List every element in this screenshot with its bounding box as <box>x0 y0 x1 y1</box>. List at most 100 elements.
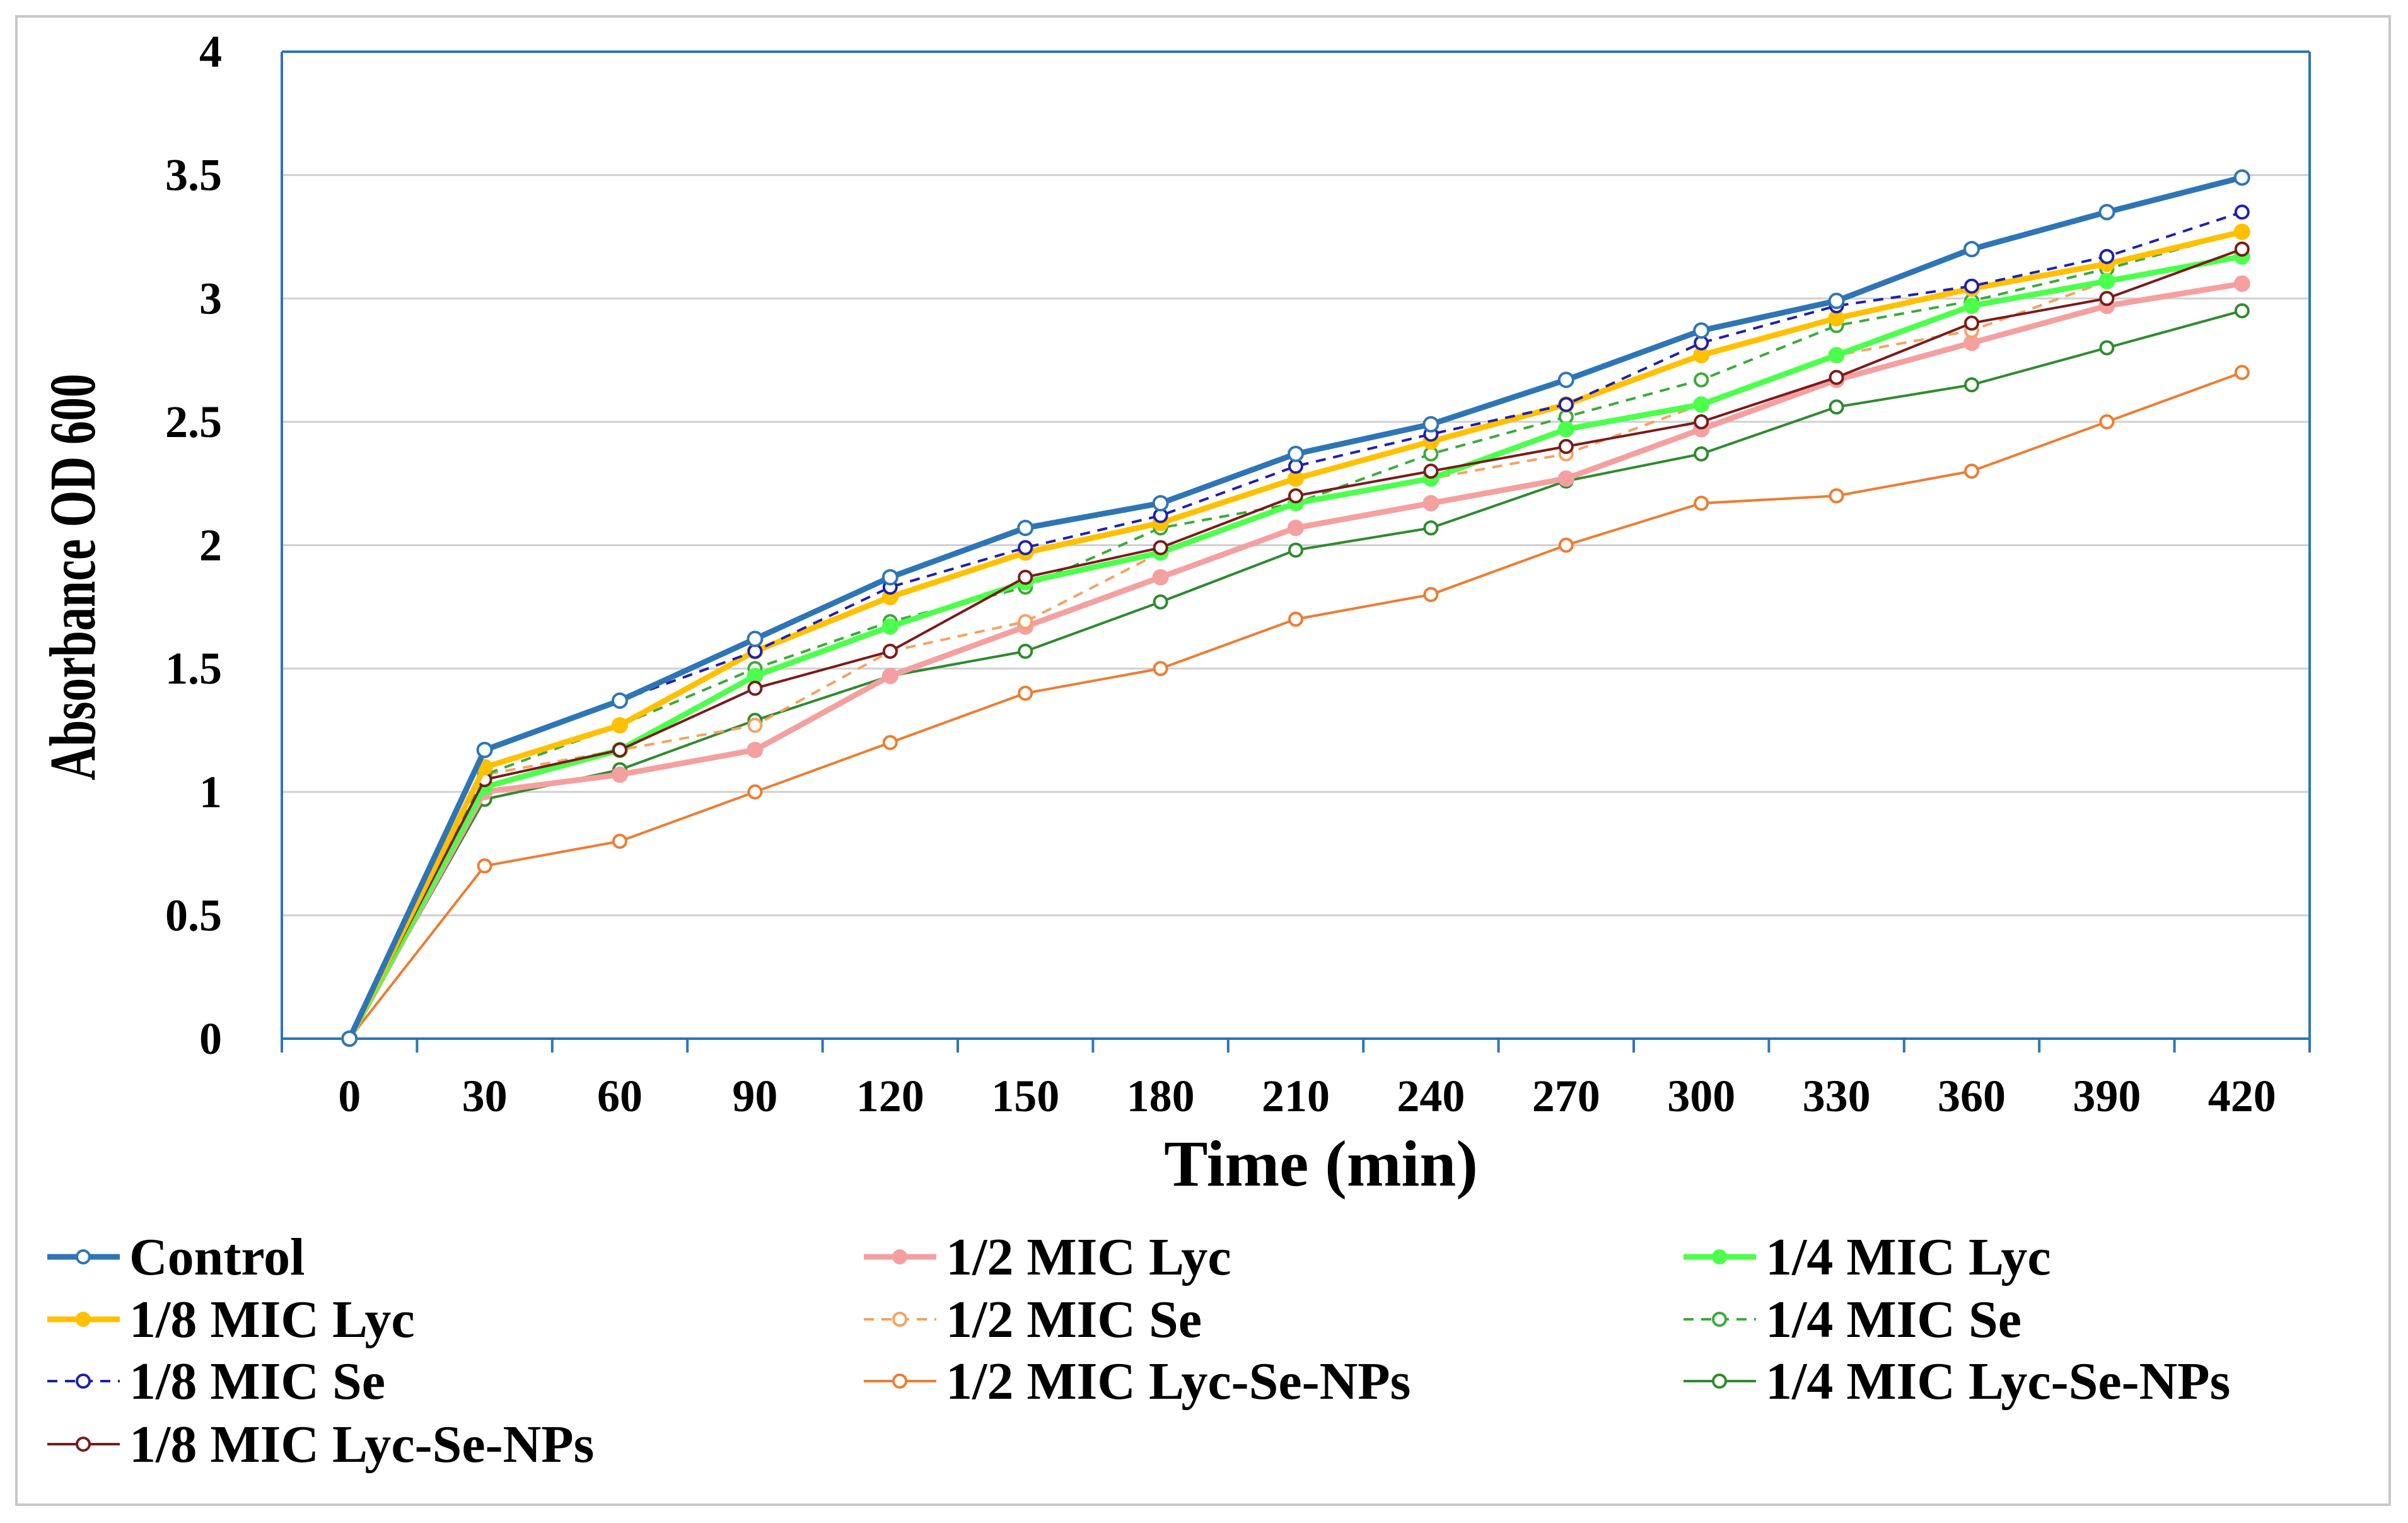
series-7 <box>342 365 2250 1046</box>
data-point <box>747 718 763 733</box>
data-point <box>1693 322 1710 339</box>
chart-frame <box>15 15 2391 1506</box>
data-point <box>1964 464 1979 479</box>
series-5 <box>342 224 2250 1046</box>
data-point <box>2099 291 2115 306</box>
series-line <box>348 211 2243 1039</box>
data-point <box>747 784 763 800</box>
data-point <box>2234 303 2250 318</box>
data-point <box>1829 399 1844 415</box>
data-point <box>1423 586 1439 602</box>
data-point <box>2099 414 2115 429</box>
data-point <box>612 742 627 758</box>
data-point <box>2099 340 2115 356</box>
data-point <box>1829 488 1844 504</box>
legend-item: 1/2 MIC Lyc-Se-NPs <box>864 1352 1410 1411</box>
series-line <box>347 281 2243 1041</box>
legend-item: 1/2 MIC Lyc <box>864 1228 1231 1287</box>
legend-label: 1/8 MIC Lyc-Se-NPs <box>129 1415 594 1474</box>
x-tick-label: 30 <box>462 1071 508 1121</box>
data-point <box>2233 275 2250 292</box>
data-point <box>2234 365 2250 380</box>
data-point <box>1694 446 1709 462</box>
series-line <box>347 254 2243 1041</box>
legend-label: 1/4 MIC Lyc <box>1765 1228 2051 1287</box>
x-tick-label: 180 <box>1127 1071 1195 1121</box>
data-point <box>881 569 899 586</box>
y-axis-title: Absorbance OD 600 <box>36 374 109 781</box>
data-point <box>1423 464 1439 479</box>
legend-swatch-marker <box>76 1374 91 1389</box>
legend-swatch-marker <box>76 1312 91 1327</box>
legend-label: Control <box>129 1228 305 1287</box>
legend: Control 1/2 MIC Lyc 1/4 MIC Lyc 1/8 MIC Lyc… <box>47 1228 2230 1474</box>
data-point <box>477 858 492 874</box>
axes: 0 0.5 1 1.5 2 2.5 3 3.5 4 0 30 60 90 120 150 180 210 240 2… <box>165 26 2311 1121</box>
x-tick-label: 390 <box>2073 1071 2141 1121</box>
y-tick-label: 1 <box>199 767 222 817</box>
data-point <box>612 717 628 734</box>
data-point <box>1964 377 1979 393</box>
data-point <box>1558 439 1574 454</box>
data-point <box>1288 488 1303 504</box>
data-point <box>1152 494 1169 511</box>
series-line <box>348 248 2243 1039</box>
data-point <box>747 680 763 696</box>
legend-item: 1/8 MIC Lyc-Se-NPs <box>47 1415 594 1474</box>
y-tick-label: 3.5 <box>165 150 222 201</box>
data-point <box>1694 414 1709 429</box>
series-line <box>348 230 2243 1039</box>
x-tick-label: 60 <box>597 1071 643 1121</box>
data-point <box>1828 293 1845 310</box>
legend-label: 1/2 MIC Lyc <box>946 1228 1231 1287</box>
x-axis-title: Time (min) <box>1164 1128 1478 1200</box>
legend-label: 1/2 MIC Se <box>946 1290 1202 1349</box>
series-1 <box>341 275 2250 1047</box>
series-line <box>348 309 2243 1039</box>
x-tick-label: 270 <box>1532 1071 1600 1121</box>
series-8 <box>342 303 2250 1046</box>
series-0 <box>341 169 2250 1047</box>
data-point <box>1018 569 1033 585</box>
series-line <box>348 255 2243 1039</box>
data-point <box>881 618 899 635</box>
legend-item: 1/4 MIC Lyc-Se-NPs <box>1684 1352 2230 1411</box>
legend-swatch-marker <box>76 1249 91 1264</box>
data-point <box>1288 520 1304 537</box>
y-tick-label: 0.5 <box>165 890 222 940</box>
series-line <box>347 175 2243 1040</box>
data-point <box>747 742 764 759</box>
data-point <box>1153 594 1168 610</box>
data-point <box>882 643 898 659</box>
data-point <box>882 735 898 750</box>
legend-swatch-marker <box>1712 1374 1727 1389</box>
data-point <box>612 692 628 709</box>
legend-label: 1/2 MIC Lyc-Se-NPs <box>946 1352 1410 1411</box>
data-point <box>1423 520 1439 536</box>
legend-swatch-marker <box>892 1374 907 1389</box>
x-tick-label: 210 <box>1262 1071 1330 1121</box>
legend-label: 1/4 MIC Se <box>1765 1290 2021 1349</box>
series-4 <box>342 248 2250 1046</box>
data-point <box>2234 204 2250 220</box>
legend-swatch-marker <box>892 1249 907 1264</box>
data-point <box>2233 223 2250 240</box>
x-tick-label: 300 <box>1667 1071 1735 1121</box>
data-point <box>1829 370 1844 385</box>
series-2 <box>341 248 2250 1047</box>
data-point <box>612 766 628 783</box>
data-point <box>1558 537 1574 553</box>
y-tick-label: 1.5 <box>165 643 222 694</box>
y-tick-label: 4 <box>199 26 222 77</box>
data-point <box>1288 611 1303 627</box>
y-tick-label: 2.5 <box>165 397 222 447</box>
y-tick-label: 2 <box>199 520 222 571</box>
data-point <box>1288 445 1304 462</box>
x-tick-label: 240 <box>1397 1071 1465 1121</box>
x-tick-label: 150 <box>991 1071 1059 1121</box>
y-tick-label: 0 <box>199 1013 222 1064</box>
legend-swatch-marker <box>76 1437 91 1452</box>
data-point <box>2234 242 2250 257</box>
